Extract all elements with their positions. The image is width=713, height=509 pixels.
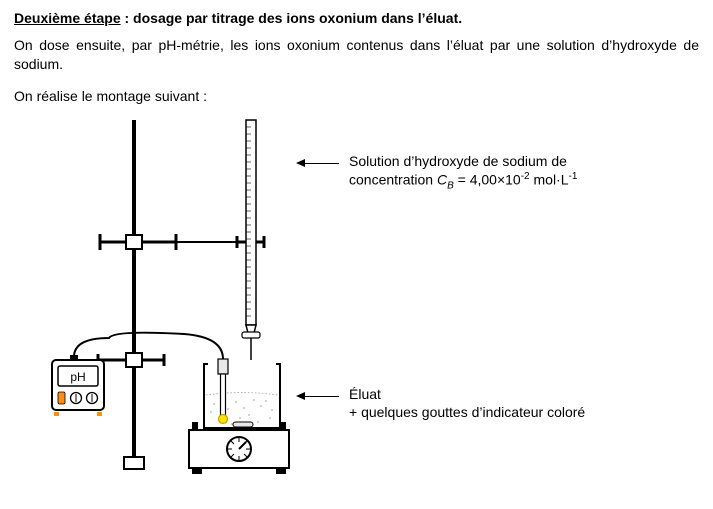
label-beaker: Éluat + quelques gouttes d’indicateur co…	[349, 385, 585, 421]
heading-underlined: Deuxième étape	[14, 10, 121, 26]
label-beaker-line1: Éluat	[349, 386, 381, 402]
heading-rest: : dosage par titrage des ions oxonium da…	[121, 10, 463, 26]
label-burette-line1: Solution d’hydroxyde de sodium de	[349, 153, 567, 169]
label-burette-eq: = 4,00×10	[454, 172, 521, 188]
step-heading: Deuxième étape : dosage par titrage des …	[14, 10, 699, 26]
label-burette-exp: -2	[521, 171, 530, 182]
label-burette-B: B	[447, 180, 454, 191]
beaker-icon	[204, 364, 280, 428]
ph-display-text: pH	[70, 370, 85, 384]
burette-icon	[242, 120, 260, 360]
label-burette: Solution d’hydroxyde de sodium de concen…	[349, 152, 577, 193]
label-burette-unit-exp: -1	[569, 171, 578, 182]
intro-paragraph: On dose ensuite, par pH-métrie, les ions…	[14, 36, 699, 74]
stirrer-icon	[189, 422, 289, 474]
page: Deuxième étape : dosage par titrage des …	[0, 0, 713, 509]
setup-paragraph: On réalise le montage suivant :	[14, 88, 699, 104]
label-burette-unit: mol·L	[530, 172, 569, 188]
ph-meter-icon: pH	[52, 355, 104, 416]
label-burette-C: C	[437, 172, 447, 188]
label-beaker-line2: + quelques gouttes d’indicateur coloré	[349, 404, 585, 420]
figure-area: Solution d’hydroxyde de sodium de concen…	[14, 112, 699, 482]
titration-setup-diagram: pH	[14, 112, 314, 482]
label-burette-line2-prefix: concentration	[349, 172, 437, 188]
